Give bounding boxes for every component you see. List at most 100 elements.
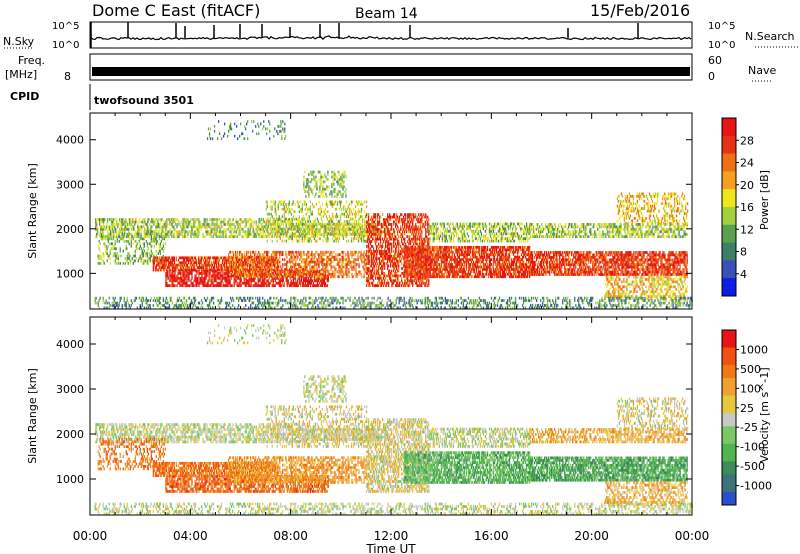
power-cell [378,284,379,287]
power-cell [229,268,230,271]
power-cell [121,255,122,258]
power-cell [110,252,111,255]
power-cell [322,195,323,198]
power-cell [288,282,289,285]
power-cell [394,233,395,236]
power-cell [112,242,113,245]
power-cell [293,279,294,282]
power-cell [113,221,114,224]
power-cell [224,218,225,221]
power-cell [395,277,396,280]
power-cell [120,250,121,253]
power-cell [360,251,361,254]
power-cell [126,221,127,224]
power-cell [289,268,290,271]
power-cell [330,258,331,261]
power-cell [361,208,362,211]
power-cell [319,275,320,278]
power-cell [280,227,281,230]
power-cell [219,259,220,262]
power-cell [235,261,236,264]
power-cell [303,215,304,218]
power-cell [313,223,314,226]
power-cell [255,273,256,276]
power-cell [348,256,349,259]
power-cell [368,243,369,246]
power-cell [370,248,371,251]
power-cell [212,264,213,267]
power-cell [371,230,372,233]
power-cell [306,180,307,183]
power-cell [128,262,129,265]
power-cell [387,218,388,221]
power-cell [349,231,350,234]
power-cell [329,227,330,230]
power-cell [295,210,296,213]
power-cell [394,216,395,219]
power-cell [285,251,286,254]
power-cell [198,274,199,277]
power-cell [391,228,392,231]
power-cell [389,248,390,251]
power-cell [101,262,102,265]
power-cell [174,274,175,277]
power-cell [295,266,296,269]
power-cell [103,233,104,236]
power-cell [333,251,334,254]
power-cell [358,263,359,266]
power-cell [210,233,211,236]
power-cell [368,221,369,224]
power-cell [178,221,179,224]
power-cell [282,230,283,233]
power-cell [244,253,245,256]
power-cell [236,228,237,231]
power-cell [243,228,244,231]
power-cell [284,282,285,285]
power-cell [361,237,362,240]
power-cell [274,235,275,238]
power-cell [381,262,382,265]
power-cell [325,193,326,196]
power-cell [158,261,159,264]
power-cell [166,264,167,267]
power-cell [327,263,328,266]
power-cell [184,228,185,231]
power-cell [371,265,372,268]
power-cell [305,282,306,285]
power-cell [350,266,351,269]
power-cell [192,256,193,259]
power-cell [221,256,222,259]
power-cell [307,190,308,193]
power-cell [147,242,148,245]
power-cell [186,270,187,273]
power-cell [384,262,385,265]
power-cell [270,270,271,273]
power-cell [320,178,321,181]
power-cell [204,235,205,238]
power-cell [332,180,333,183]
power-cell [280,221,281,224]
power-cell [179,282,180,285]
power-cell [301,256,302,259]
power-cell [339,190,340,193]
power-cell [385,221,386,224]
power-cell [374,265,375,268]
power-cell [284,240,285,243]
power-cell [196,284,197,287]
power-cell [111,238,112,241]
power-cell [391,248,392,251]
power-cell [266,258,267,261]
power-cell [163,245,164,248]
power-cell [386,284,387,287]
power-cell [299,273,300,276]
power-cell [124,233,125,236]
power-cell [207,270,208,273]
power-cell [345,208,346,211]
power-cell [343,266,344,269]
power-cell [224,264,225,267]
power-cell [109,235,110,238]
power-cell [256,258,257,261]
power-cell [331,266,332,269]
power-cell [240,256,241,259]
power-cell [158,269,159,272]
